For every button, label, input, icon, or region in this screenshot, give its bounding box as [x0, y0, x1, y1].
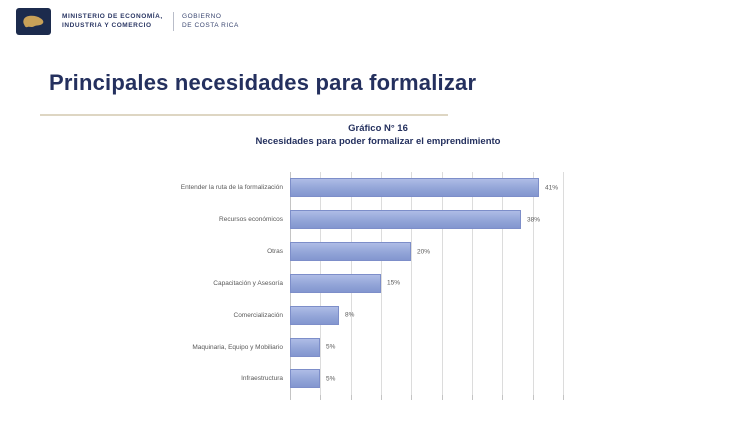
category-label: Comercialización — [233, 311, 284, 319]
axis-tick — [411, 395, 412, 400]
bar — [290, 242, 411, 262]
category-label: Recursos económicos — [219, 216, 283, 224]
government-name-line1: GOBIERNO — [182, 13, 222, 20]
chart-rows: Entender la ruta de la formalización 41% R… — [160, 172, 720, 395]
value-label: 8% — [345, 311, 355, 319]
chart-row: Maquinaria, Equipo y Mobiliario 5% — [160, 332, 720, 363]
bar-track: 5% — [290, 369, 564, 389]
title-underline — [40, 114, 448, 116]
bar-track: 15% — [290, 273, 564, 293]
bar-track: 5% — [290, 337, 564, 357]
value-label: 15% — [387, 279, 401, 287]
gridline — [381, 172, 382, 395]
axis-tick — [442, 395, 443, 400]
chart-row: Entender la ruta de la formalización 41% — [160, 172, 720, 203]
axis-tick — [290, 395, 291, 400]
government-name: GOBIERNO DE COSTA RICA — [182, 13, 239, 30]
ministry-name: MINISTERIO DE ECONOMÍA, INDUSTRIA Y COME… — [62, 13, 163, 30]
gridline — [563, 172, 564, 395]
bar-track: 20% — [290, 242, 564, 262]
gridline — [442, 172, 443, 395]
chart-row: Comercialización 8% — [160, 300, 720, 331]
chart-subtitle: Necesidades para poder formalizar el emp… — [255, 136, 501, 147]
bar — [290, 337, 320, 357]
axis-tick — [533, 395, 534, 400]
axis-tick — [320, 395, 321, 400]
bar — [290, 369, 320, 389]
header-divider — [173, 12, 174, 31]
ministry-logo — [16, 8, 51, 35]
chart-title-block: Gráfico N° 16 Necesidades para poder for… — [143, 122, 613, 148]
bar — [290, 305, 339, 325]
page-title: Principales necesidades para formalizar — [49, 70, 477, 95]
value-label: 5% — [326, 343, 336, 351]
costa-rica-map-icon — [23, 15, 44, 28]
chart-row: Infraestructura 5% — [160, 363, 720, 394]
bar — [290, 178, 539, 198]
bar-track: 41% — [290, 178, 564, 198]
chart-row: Recursos económicos 38% — [160, 204, 720, 235]
value-label: 20% — [417, 248, 431, 256]
ministry-name-line1: MINISTERIO DE ECONOMÍA, — [62, 13, 163, 20]
gridline — [502, 172, 503, 395]
axis-tick — [563, 395, 564, 400]
ministry-name-line2: INDUSTRIA Y COMERCIO — [62, 21, 152, 29]
category-label: Maquinaria, Equipo y Mobiliario — [192, 343, 283, 351]
gridline — [533, 172, 534, 395]
category-label: Otras — [267, 248, 283, 256]
bar-track: 38% — [290, 210, 564, 230]
chart-row: Capacitación y Asesoría 15% — [160, 268, 720, 299]
chart-title: Gráfico N° 16 — [348, 123, 408, 134]
axis-tick — [351, 395, 352, 400]
axis-tick — [502, 395, 503, 400]
gridline — [472, 172, 473, 395]
bar — [290, 210, 521, 230]
bar — [290, 273, 381, 293]
value-label: 38% — [527, 216, 541, 224]
bar-track: 8% — [290, 305, 564, 325]
axis-tick — [472, 395, 473, 400]
category-label: Capacitación y Asesoría — [213, 279, 283, 287]
chart-row: Otras 20% — [160, 236, 720, 267]
value-label: 5% — [326, 375, 336, 383]
category-label: Infraestructura — [241, 375, 283, 383]
axis-tick — [381, 395, 382, 400]
gridline — [411, 172, 412, 395]
government-name-line2: DE COSTA RICA — [182, 21, 239, 29]
value-label: 41% — [545, 184, 559, 192]
category-label: Entender la ruta de la formalización — [180, 184, 283, 192]
